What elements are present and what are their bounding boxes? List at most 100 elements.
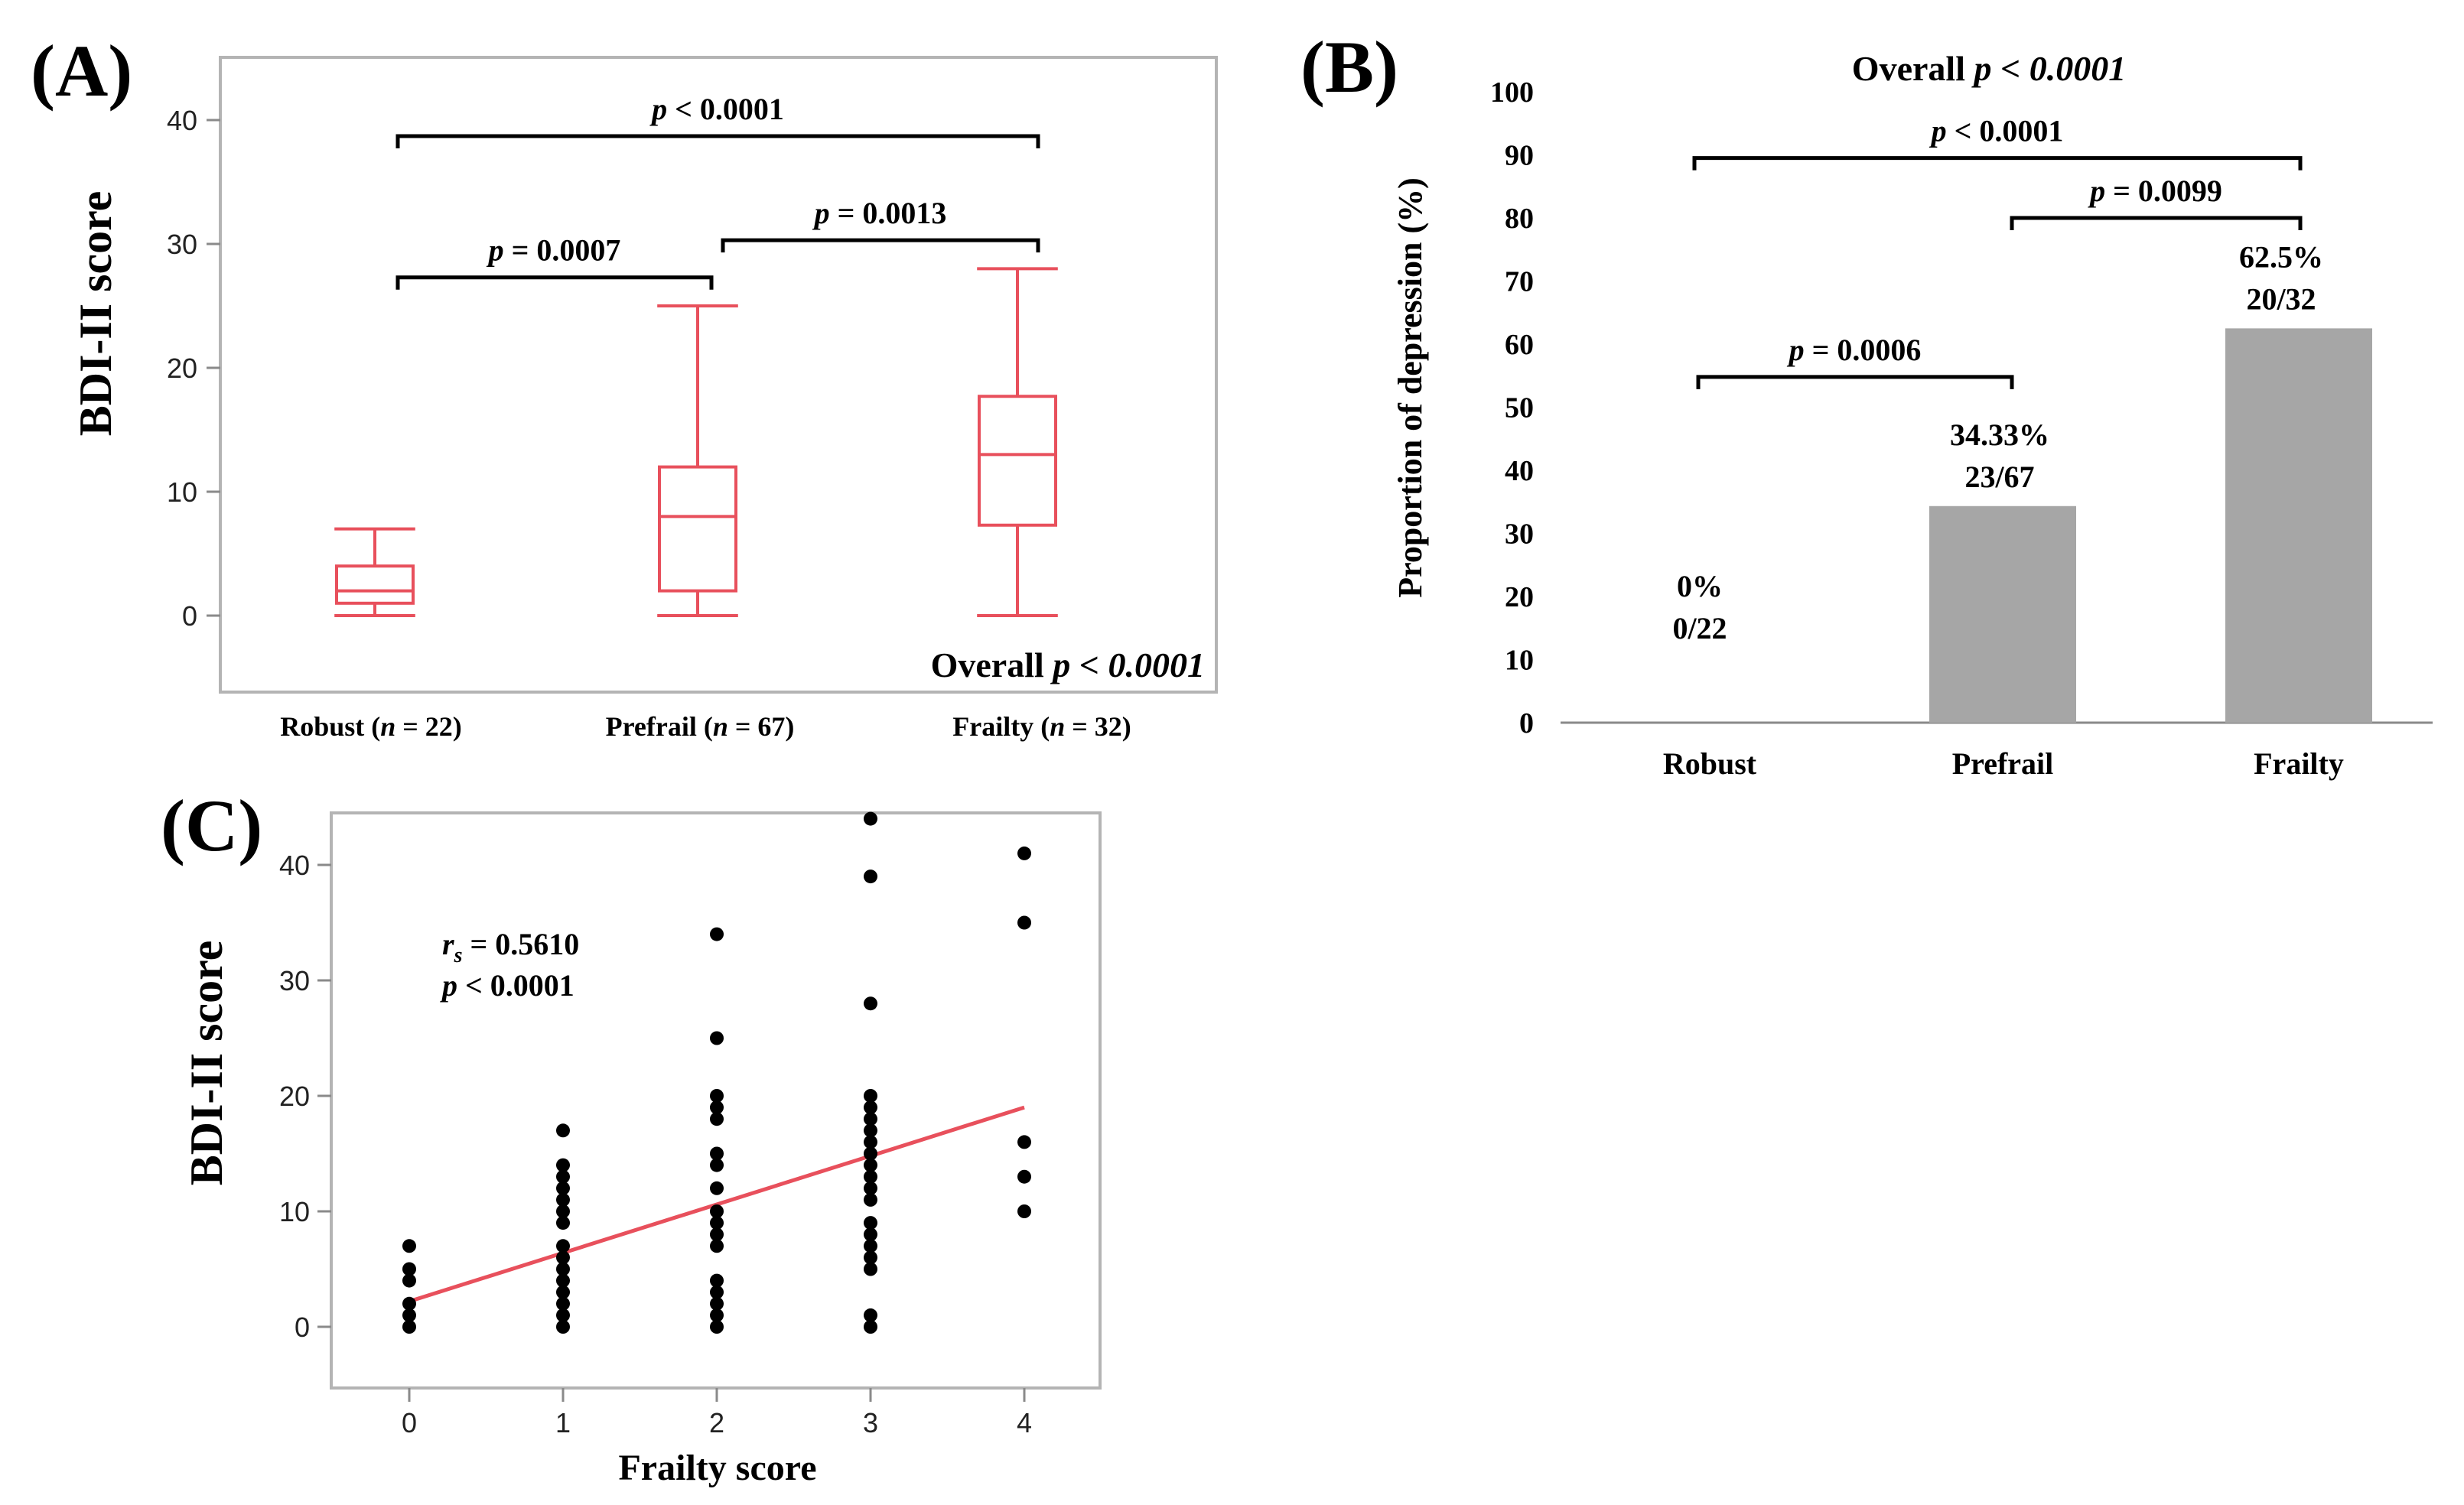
panel-c-data-point: [556, 1204, 570, 1218]
panel-b-bar-frailty: [2225, 328, 2372, 723]
panel-c-data-point: [556, 1273, 570, 1288]
p-value: = 0.0013: [830, 196, 947, 230]
p-value: < 0.0001: [667, 92, 784, 126]
panel-b-data-label-pct: 0%: [1677, 569, 1723, 603]
rs-subscript: s: [454, 944, 463, 967]
p-value: = 0.0007: [504, 233, 621, 268]
panel-c-data-point: [402, 1262, 416, 1276]
panel-c-data-point: [1017, 1204, 1031, 1218]
panel-c-data-point: [864, 1146, 877, 1161]
panel-c-data-point: [864, 1192, 877, 1207]
panel-c-data-point: [864, 1158, 877, 1172]
panel-b-bracket-0: [1692, 156, 2303, 171]
panel-c-data-point: [556, 1169, 570, 1184]
panel-a-y-tick-label: 0: [182, 600, 197, 632]
panel-a-comparison-p-1: p = 0.0007: [487, 233, 621, 268]
panel-a-label: (A): [31, 30, 132, 112]
panel-a-y-tick-label: 40: [167, 105, 197, 136]
category-n: n: [380, 711, 395, 742]
panel-c-data-point: [864, 1308, 877, 1322]
panel-a-y-tick-label: 10: [167, 476, 197, 508]
panel-a-box-2: [977, 267, 1058, 617]
panel-c-label: (C): [161, 785, 262, 866]
category-count: = 32): [1065, 711, 1131, 742]
panel-c-data-point: [710, 1146, 724, 1161]
panel-c-p-annotation: p < 0.0001: [440, 968, 574, 1003]
panel-b: (B) Proportion of depression (%) Overall…: [1300, 26, 2433, 781]
category-count: = 22): [395, 711, 462, 742]
panel-b-data-label-count: 0/22: [1672, 611, 1727, 645]
panel-b-y-tick-label: 100: [1490, 76, 1534, 109]
category-name: Frailty (: [952, 711, 1050, 742]
panel-c-data-point: [864, 1089, 877, 1103]
c-p-symbol: p: [440, 968, 457, 1003]
panel-c-data-point: [864, 870, 877, 884]
panel-c-y-axis-label: BDI-II score: [181, 941, 232, 1186]
panel-c-data-point: [864, 1216, 877, 1230]
panel-b-category-label: Frailty: [2254, 746, 2344, 781]
panel-b-y-tick-label: 60: [1505, 329, 1534, 361]
panel-c-data-point: [556, 1192, 570, 1207]
panel-c-data-point: [556, 1123, 570, 1138]
panel-a-plot-frame: [219, 56, 1218, 694]
panel-b-bar-prefrail: [1929, 505, 2076, 723]
panel-c-data-point: [556, 1296, 570, 1311]
category-name: Robust (: [280, 711, 380, 742]
panel-b-y-axis-label: Proportion of depression (%): [1391, 177, 1429, 598]
category-n: n: [713, 711, 728, 742]
panel-a-y-ticks: 0 10 20 30 40: [167, 105, 220, 632]
p-symbol: p: [1929, 114, 1947, 148]
panel-b-data-label-pct: 62.5%: [2239, 239, 2323, 274]
panel-c: (C) BDI-II score 0 10 20 30 40 0 1 2 3 4 rs = 0.5…: [161, 785, 1102, 1488]
panel-a-overall-p: Overall p < 0.0001: [931, 645, 1205, 684]
panel-b-y-tick-label: 80: [1505, 203, 1534, 235]
panel-c-data-point: [710, 1320, 724, 1334]
panel-b-bracket-2: [1696, 375, 2014, 389]
iqr-box: [335, 564, 415, 605]
panel-c-data-point: [864, 1123, 877, 1138]
panel-b-y-ticks: 0 10 20 30 40 50 60 70 80 90 100: [1490, 76, 1534, 739]
panel-b-data-label-count: 20/32: [2246, 281, 2316, 316]
panel-b-y-tick-label: 20: [1505, 581, 1534, 613]
panel-b-label: (B): [1300, 26, 1398, 108]
p-value: = 0.0006: [1805, 333, 1922, 367]
panel-c-data-point: [1017, 846, 1031, 860]
panel-b-title-prefix: Overall: [1852, 49, 1965, 88]
panel-c-y-tick-label: 40: [279, 850, 310, 881]
panel-b-category-label: Robust: [1663, 746, 1757, 781]
panel-c-data-point: [1017, 1169, 1031, 1184]
panel-a-y-axis-label: BDI-II score: [70, 191, 121, 437]
c-p-value: < 0.0001: [457, 968, 574, 1003]
panel-b-y-tick-label: 40: [1505, 455, 1534, 487]
panel-b-comparison-p-2: p = 0.0006: [1787, 333, 1922, 367]
panel-b-bars: Robust 0% 0/22 Prefrail 34.33% 23/67 Frailty 62…: [1663, 239, 2372, 781]
p-symbol: p: [487, 233, 504, 268]
panel-c-data-point: [402, 1273, 416, 1288]
p-value: = 0.0099: [2105, 174, 2222, 208]
panel-c-data-point: [556, 1285, 570, 1299]
panel-c-ticks: 0 10 20 30 40 0 1 2 3 4: [279, 850, 1032, 1438]
panel-b-comparison-p-1: p = 0.0099: [2088, 174, 2222, 208]
panel-c-data-point: [864, 1239, 877, 1253]
panel-c-data-point: [556, 1181, 570, 1195]
panel-c-data-point: [402, 1308, 416, 1322]
panel-a-bracket-2: [721, 238, 1040, 253]
p-symbol: p: [2088, 174, 2105, 208]
panel-c-regression-line: [408, 1105, 1025, 1304]
panel-c-data-point: [402, 1296, 416, 1311]
panel-b-title: Overall p < 0.0001: [1852, 49, 2126, 88]
category-name: Prefrail (: [606, 711, 713, 742]
panel-c-data-point: [864, 1181, 877, 1195]
panel-c-x-tick-label: 0: [402, 1407, 417, 1438]
panel-a-category-label: Robust (n = 22): [280, 711, 462, 742]
panel-c-data-point: [556, 1320, 570, 1334]
p-symbol: p: [812, 196, 830, 230]
panel-c-x-tick-label: 3: [863, 1407, 878, 1438]
panel-c-rs-annotation: rs = 0.5610: [442, 927, 579, 967]
p-value: < 0.0001: [1947, 114, 2064, 148]
panel-b-comparison-p-0: p < 0.0001: [1929, 114, 2064, 148]
panel-c-data-point: [710, 1031, 724, 1045]
panel-c-y-tick-label: 10: [279, 1196, 310, 1227]
